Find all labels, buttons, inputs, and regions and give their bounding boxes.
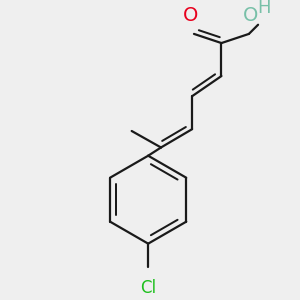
Text: O: O	[183, 6, 198, 25]
Text: O: O	[243, 6, 258, 25]
Text: Cl: Cl	[140, 279, 156, 297]
Text: H: H	[257, 0, 270, 17]
